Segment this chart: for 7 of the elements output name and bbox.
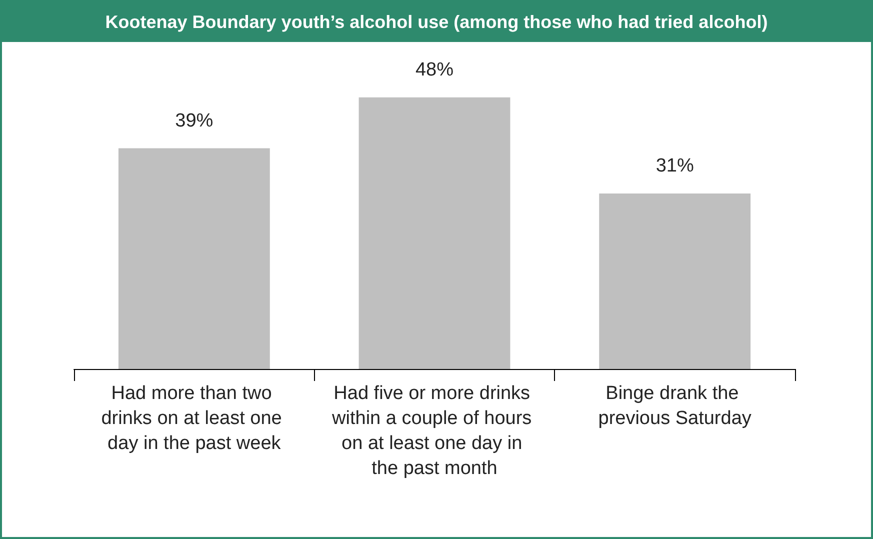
x-tick-label: Binge drank the previous Saturday (598, 383, 752, 429)
chart-title: Kootenay Boundary youth’s alcohol use (among those who had tried alcohol) (2, 2, 871, 42)
x-tick-label: Had five or more drinks within a couple of hours on at least one day in the past month (331, 383, 537, 479)
data-label: 31% (656, 156, 694, 177)
data-label: 48% (415, 59, 454, 80)
data-label: 39% (175, 110, 214, 132)
x-tick-label: Had more than two drinks on at least one day in the past week (101, 383, 288, 454)
